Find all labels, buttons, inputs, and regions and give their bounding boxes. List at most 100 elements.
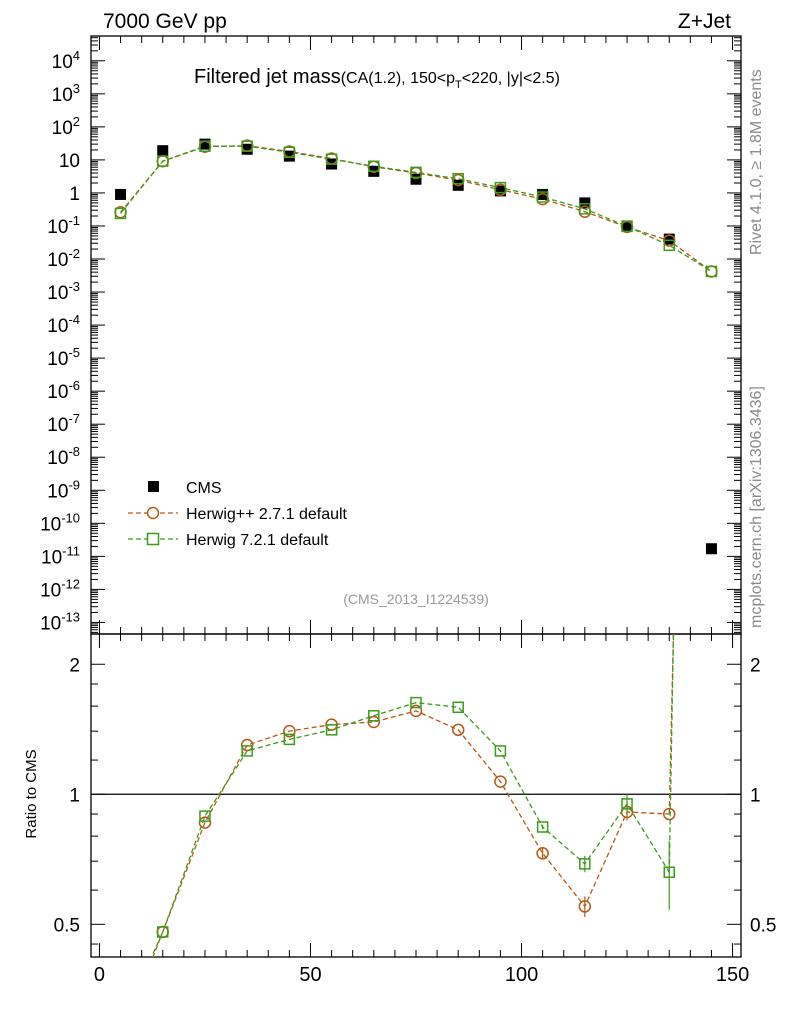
y-tick-exp: 2 [73,114,80,129]
y-tick-label: 103 [52,81,80,106]
herwig7-point [536,191,549,203]
herwigpp-ratio-point [662,807,676,821]
x-tick-label: 0 [94,964,105,986]
ratio-data [150,634,676,957]
title-sub: (CA(1.2), 150<p [341,70,455,87]
herwig7-point [705,265,718,278]
ratio-y-tick-label-right: 2 [750,655,761,676]
y-tick-base: 10 [47,250,68,271]
watermark: (CMS_2013_I1224539) [343,591,489,607]
y-tick-base: 10 [47,481,68,502]
herwig7-point [663,239,675,252]
y-tick-base: 10 [40,514,61,535]
cms-point [115,188,127,200]
y-tick-label: 10-7 [47,411,80,436]
y-tick-base: 10 [47,448,68,469]
herwigpp-ratio-point [578,900,592,913]
y-tick-label: 10-10 [40,510,80,535]
y-tick-exp: -12 [61,576,80,591]
y-tick-base: 10 [47,382,68,403]
ratio-y-tick-label-right: 0.5 [750,915,776,936]
cms-point [494,185,506,197]
y-tick-exp: -4 [68,312,80,327]
herwig7-point [410,166,422,179]
y-tick-base: 10 [40,613,61,634]
ratio-y-tick-label: 2 [69,655,80,676]
y-tick-label: 10-11 [41,543,80,568]
y-tick-label: 10-1 [47,213,80,238]
herwig7-ratio-point [157,926,169,938]
herwig7-ratio-point [621,798,633,810]
header-left: 7000 GeV pp [103,10,227,33]
x-tick-label: 150 [716,964,749,986]
legend-herwigpp-label: Herwig++ 2.7.1 default [186,506,348,523]
herwig7-point [494,181,507,194]
herwig7-ratio-line [152,701,670,957]
ratio-y-tick-label: 0.5 [54,915,80,936]
legend: CMS Herwig++ 2.7.1 default Herwig 7.2.1 … [128,480,348,549]
y-tick-exp: -2 [68,246,80,261]
herwig7-point [452,172,464,185]
herwig7-point [621,220,633,233]
header-right: Z+Jet [678,10,731,33]
herwig7-point [241,140,253,152]
cms-point [283,150,295,162]
ratio-panel: 0 50 100 150 0.5 0.5 1 1 2 2 [54,633,776,986]
y-tick-label: 10-13 [40,609,80,634]
herwigpp-ratio-point [367,715,381,729]
legend-cms-label: CMS [186,480,222,497]
y-tick-label: 10-6 [47,378,80,403]
herwig7-line [120,145,712,273]
herwigpp-ratio-line [150,710,670,957]
y-tick-base: 10 [47,217,68,238]
herwigpp-ratio-point [240,738,254,752]
herwig7-ratio-point [199,810,211,822]
legend-cms-marker [148,481,159,492]
y-tick-base: 10 [41,547,62,568]
herwig7-point [579,203,591,215]
ratio-ylabel: Ratio to CMS [23,749,40,838]
legend-herwig7-marker [146,532,160,546]
ratio-frame [90,633,742,958]
legend-herwigpp-marker [146,506,160,520]
y-tick-exp: -5 [68,345,80,360]
y-tick-base: 10 [47,316,68,337]
herwigpp-ratio-point [494,775,507,788]
y-tick-exp: -11 [62,543,80,558]
y-tick-label: 102 [52,114,80,139]
herwigpp-ratio-point [536,847,549,860]
y-tick-exp: -7 [68,411,80,426]
y-tick-base: 10 [47,349,68,370]
cms-point [537,188,549,200]
main-y-tick-labels: 10410310210110-110-210-310-410-510-610-7… [40,48,80,635]
rivet-label: Rivet 4.1.0, ≥ 1.8M events [748,69,765,255]
herwig7-point [199,140,211,152]
chart-title: Filtered jet mass(CA(1.2), 150<pT<220, |… [194,66,560,91]
herwig7-ratio-point [494,745,507,757]
herwig7-ratio-point [410,696,422,709]
herwigpp-ratio-point [198,816,212,829]
herwig7-ratio-point [241,745,253,757]
cms-point [705,543,717,555]
herwig7-ratio-point [283,733,296,746]
herwigpp-ratio-point [283,724,296,738]
y-tick-label: 10-5 [47,345,80,370]
herwig7-point [325,153,338,165]
herwig7-ratio-point [368,709,380,722]
herwigpp-point [705,265,718,278]
y-tick-label: 10-2 [47,246,80,271]
herwig7-ratio-point [452,701,464,714]
ratio-y-tick-label-right: 1 [750,785,761,806]
y-tick-exp: -10 [61,510,80,525]
herwigpp-ratio-point [451,723,465,737]
ratio-y-tick-label: 1 [69,785,80,806]
y-tick-exp: -13 [61,609,80,624]
herwig7-ratio-point [579,858,591,870]
herwig7-ratio-point [536,821,549,833]
y-tick-base: 10 [40,580,61,601]
main-data [114,138,718,555]
y-tick-label: 10 [59,151,80,172]
herwig7-ratio-point [325,724,338,736]
y-tick-exp: -1 [68,213,80,228]
cms-point [241,143,253,155]
